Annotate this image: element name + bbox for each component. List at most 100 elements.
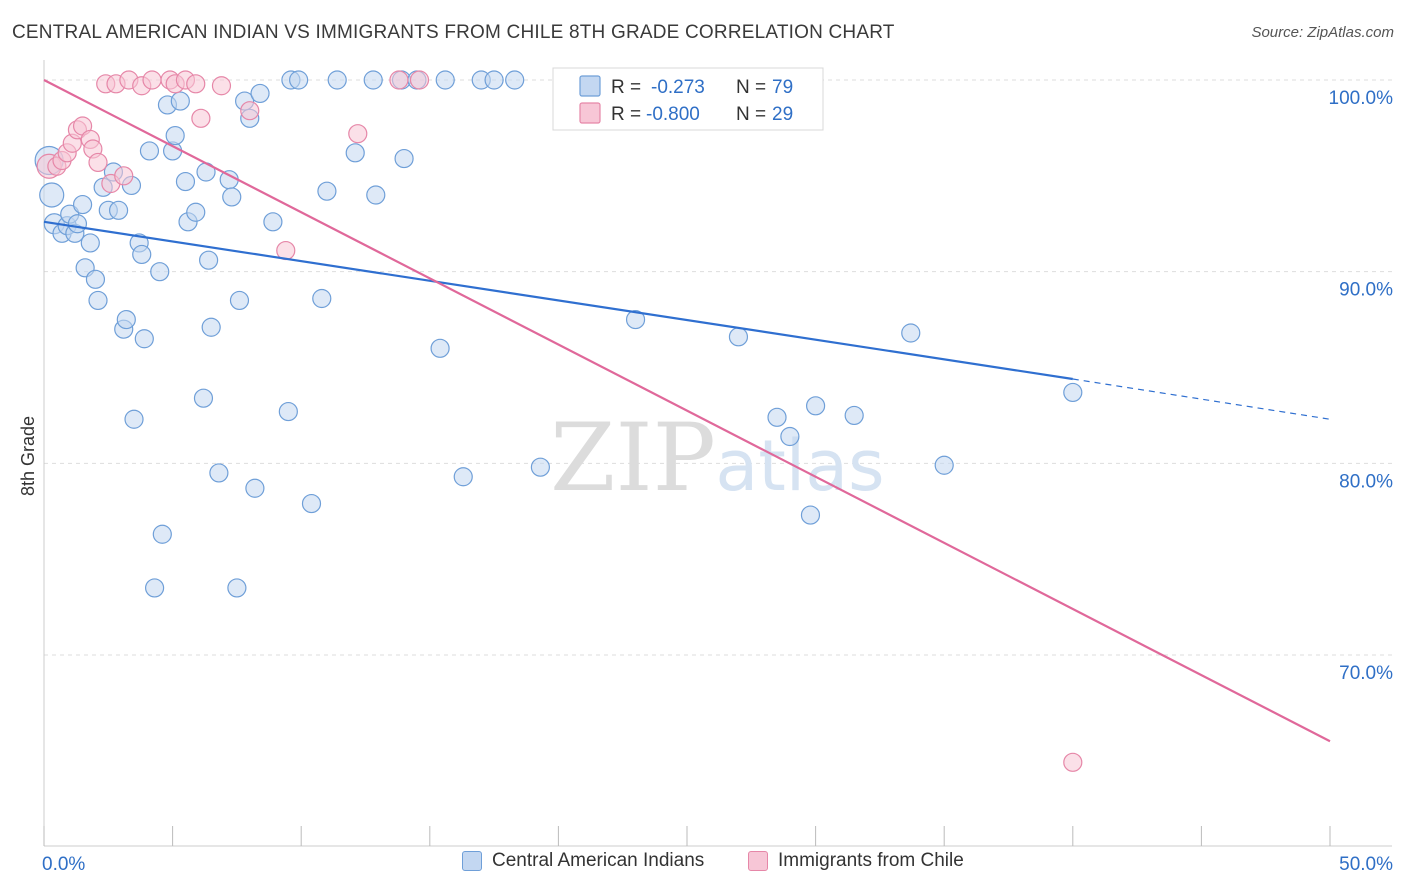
blue-data-point <box>124 409 144 429</box>
blue-data-point <box>728 327 749 347</box>
legend-label: Central American Indians <box>492 850 705 871</box>
blue-data-point <box>394 148 414 169</box>
blue-data-point <box>193 388 214 408</box>
blue-data-point <box>800 505 821 525</box>
y-tick-label: 70.0% <box>1339 663 1393 684</box>
blue-data-point <box>144 578 165 598</box>
blue-data-point <box>209 463 229 483</box>
y-tick-label: 100.0% <box>1329 88 1394 109</box>
blue-data-point <box>505 70 525 90</box>
stats-n-value: 29 <box>772 104 793 125</box>
legend-swatch-pink <box>748 851 768 871</box>
blue-data-point <box>363 70 383 90</box>
pink-data-point <box>240 101 260 121</box>
y-axis-label: 8th Grade <box>18 416 38 496</box>
pink-data-point <box>211 76 232 96</box>
legend-label: Immigrants from Chile <box>778 850 964 871</box>
pink-data-point <box>191 108 211 128</box>
blue-data-point <box>250 83 270 104</box>
blue-data-point <box>530 457 550 477</box>
blue-data-point <box>88 290 108 311</box>
y-tick-label: 80.0% <box>1339 471 1393 492</box>
blue-data-point <box>345 143 365 163</box>
blue-data-point <box>39 182 65 208</box>
blue-data-point <box>767 407 787 427</box>
blue-data-point <box>67 214 88 234</box>
trend-lines <box>43 79 1331 743</box>
stats-legend: R = -0.273 N = 79 R = -0.800 N = 29 <box>552 67 824 131</box>
blue-data-point <box>85 269 106 289</box>
legend-item-central-american-indians: Central American Indians <box>462 850 704 872</box>
stats-row-pink: R = -0.800 N = 29 <box>579 102 793 125</box>
x-tick-label: 0.0% <box>42 854 85 875</box>
pink-data-point <box>409 70 430 90</box>
stats-n-label: N = <box>736 104 766 125</box>
blue-data-point <box>366 185 386 205</box>
blue-data-point <box>484 70 504 90</box>
pink-data-point <box>114 166 134 186</box>
stats-r-value: -0.800 <box>646 104 700 125</box>
blue-data-point <box>175 171 196 192</box>
blue-data-point <box>1063 382 1083 403</box>
chart-title: CENTRAL AMERICAN INDIAN VS IMMIGRANTS FR… <box>12 22 895 43</box>
blue-data-point <box>227 578 247 598</box>
blue-data-point <box>453 467 473 487</box>
blue-data-point <box>72 194 93 215</box>
source-label: Source: ZipAtlas.com <box>1251 24 1394 41</box>
blue-data-point <box>186 202 206 222</box>
blue-data-point <box>934 455 954 475</box>
watermark-zip: ZIP <box>550 404 716 513</box>
blue-data-point <box>780 426 800 447</box>
x-tick-label: 50.0% <box>1339 854 1393 875</box>
bottom-legend: Central American Indians Immigrants from… <box>0 850 1406 880</box>
blue-data-point <box>170 91 190 111</box>
stats-n-label: N = <box>736 77 766 98</box>
blue-data-point <box>80 233 100 253</box>
blue-data-point <box>229 290 250 311</box>
blue-data-point <box>430 338 450 358</box>
y-tick-label: 90.0% <box>1339 280 1393 301</box>
stats-n-value: 79 <box>772 77 793 98</box>
blue-data-point <box>327 70 347 90</box>
blue-data-point <box>901 323 921 343</box>
stats-swatch-blue <box>579 75 601 97</box>
blue-data-point <box>165 125 185 146</box>
blue-data-point <box>844 405 864 426</box>
axes <box>43 60 1392 847</box>
blue-trend-line <box>43 220 1073 381</box>
legend-item-immigrants-from-chile: Immigrants from Chile <box>748 850 964 872</box>
stats-row-blue: R = -0.273 N = 79 <box>579 75 793 98</box>
pink-data-point <box>186 74 206 94</box>
blue-data-point <box>199 250 219 270</box>
blue-data-point <box>625 309 646 330</box>
blue-data-point <box>301 493 322 514</box>
tick-labels: 100.0% 90.0% 80.0% 70.0% 0.0% 50.0% <box>42 88 1393 875</box>
blue-data-point <box>805 396 826 416</box>
blue-data-point <box>201 317 221 337</box>
pink-data-point <box>1063 752 1083 772</box>
blue-data-point <box>278 401 298 422</box>
stats-swatch-pink <box>579 102 601 124</box>
blue-data-point <box>152 524 172 544</box>
blue-data-point <box>150 262 170 282</box>
blue-data-point <box>132 244 152 265</box>
stats-r-label: R = <box>611 104 641 125</box>
pink-data-point <box>88 152 108 173</box>
watermark: ZIP atlas <box>550 404 884 513</box>
blue-data-point <box>263 212 283 232</box>
blue-data-point <box>435 70 455 90</box>
pink-data-point <box>348 124 368 144</box>
blue-data-point <box>289 70 309 90</box>
blue-data-point <box>139 141 160 161</box>
blue-data-point <box>317 181 337 201</box>
blue-data-point <box>222 187 242 207</box>
blue-data-point <box>134 329 154 349</box>
data-points <box>34 70 1083 772</box>
blue-data-point <box>116 309 136 330</box>
blue-data-point <box>245 478 265 498</box>
stats-r-label: R = <box>611 77 641 98</box>
legend-swatch-blue <box>462 851 482 871</box>
grid-lines <box>44 79 1392 656</box>
blue-data-point <box>312 288 332 309</box>
